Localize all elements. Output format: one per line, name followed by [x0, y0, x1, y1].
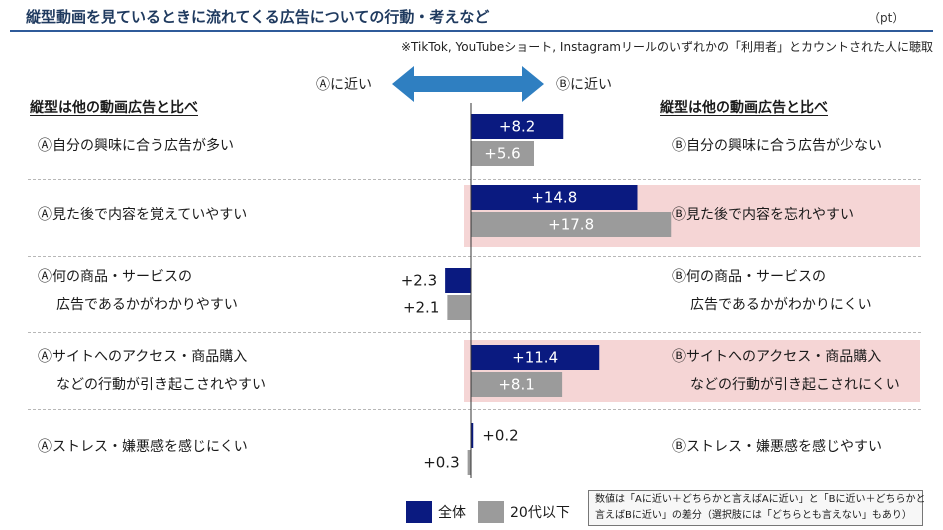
row-separator [28, 179, 921, 180]
note-line-1: 数値は「Aに近い＋どちらかと言えばAに近い」と「Bに近い＋どちらかと [595, 494, 926, 505]
bar-twenties [471, 141, 534, 166]
source-note: ※TikTok, YouTubeショート, Instagramリールのいずれかの… [401, 40, 933, 54]
row-label-right: Ⓑ見た後で内容を忘れやすい [672, 206, 854, 223]
left-column-header: 縦型は他の動画広告と比べ [30, 100, 198, 116]
row-label-left: Ⓐ見た後で内容を覚えていやすい [38, 206, 248, 223]
legend-label-twenties: 20代以下 [510, 505, 570, 521]
legend-swatch-twenties [478, 501, 504, 523]
bar-twenties [471, 212, 672, 237]
row-label-right: などの行動が引き起こされにくい [690, 376, 900, 393]
direction-left-label: Ⓐに近い [316, 77, 372, 93]
double-arrow-icon [392, 66, 544, 102]
methodology-note: 数値は「Aに近い＋どちらかと言えばAに近い」と「Bに近い＋どちらかと 言えばBに… [588, 490, 926, 526]
data-label: +0.2 [482, 427, 518, 445]
legend-swatch-total [406, 501, 432, 523]
row-label-right: Ⓑストレス・嫌悪感を感じやすい [672, 438, 882, 455]
data-label: +8.1 [498, 376, 534, 394]
bar-twenties [447, 295, 471, 320]
data-label: +2.1 [403, 299, 439, 317]
row-label-left: 広告であるかがわかりやすい [56, 296, 238, 313]
data-label: +14.8 [531, 189, 577, 207]
bar-twenties [467, 450, 471, 475]
row-label-left: などの行動が引き起こされやすい [56, 376, 266, 393]
bar-total [471, 114, 564, 139]
row-label-right: 広告であるかがわかりにくい [690, 296, 872, 313]
row-label-right: Ⓑ自分の興味に合う広告が少ない [672, 137, 882, 154]
data-label: +17.8 [548, 216, 594, 234]
row-label-right: Ⓑ何の商品・サービスの [672, 268, 826, 285]
unit-label: （pt） [868, 11, 905, 25]
data-label: +11.4 [512, 349, 558, 367]
title-rule [10, 30, 933, 32]
data-label: +8.2 [499, 118, 535, 136]
bar-twenties [471, 372, 563, 397]
data-label: +2.3 [401, 272, 437, 290]
row-separator [28, 256, 921, 257]
legend-label-total: 全体 [438, 505, 466, 521]
row-label-left: Ⓐ自分の興味に合う広告が多い [38, 137, 234, 154]
row-label-left: Ⓐ何の商品・サービスの [38, 268, 192, 285]
row-separator [28, 332, 921, 333]
row-label-left: Ⓐサイトへのアクセス・商品購入 [38, 348, 248, 365]
row-label-left: Ⓐストレス・嫌悪感を感じにくい [38, 438, 248, 455]
note-line-2: 言えばBに近い」の差分（選択肢には「どちらとも言えない」もあり） [595, 510, 912, 521]
data-label: +0.3 [423, 454, 459, 472]
chart-title: 縦型動画を見ているときに流れてくる広告についての行動・考えなど [26, 8, 490, 26]
data-label: +5.6 [484, 145, 520, 163]
right-column-header: 縦型は他の動画広告と比べ [660, 100, 828, 116]
bar-total [471, 423, 474, 448]
bar-total [471, 185, 638, 210]
bar-total [471, 345, 600, 370]
direction-right-label: Ⓑに近い [556, 77, 612, 93]
bar-total [445, 268, 471, 293]
row-label-right: Ⓑサイトへのアクセス・商品購入 [672, 348, 882, 365]
row-separator [28, 409, 921, 410]
